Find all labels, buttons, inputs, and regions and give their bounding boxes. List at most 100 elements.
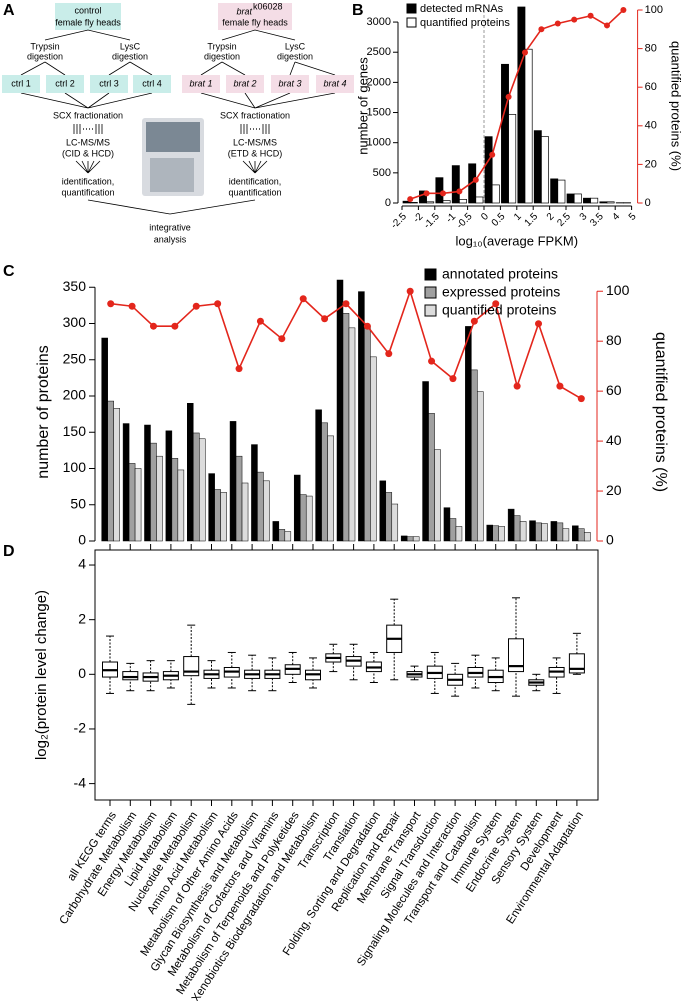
histogram-bar [409, 202, 418, 204]
instrument-top [146, 122, 200, 152]
histogram-bar [573, 193, 582, 204]
instrument-front [150, 158, 194, 192]
bar [199, 438, 206, 542]
bar [477, 391, 484, 542]
box [568, 653, 585, 674]
bar [391, 503, 399, 542]
connector-lines [20, 29, 336, 215]
bar [348, 327, 356, 542]
bar [486, 524, 493, 542]
y-tick-label: -2 [74, 720, 87, 736]
y2-tick-label: 40 [606, 432, 622, 448]
histogram-bar [426, 201, 435, 204]
legend-label: quantified proteins [442, 302, 556, 318]
sample-box [271, 75, 309, 93]
sample-label: brat 3 [278, 78, 301, 88]
bar [156, 455, 163, 542]
y2-tick-label: 80 [645, 43, 657, 55]
percent-point [556, 382, 564, 390]
y-tick-label: 250 [63, 350, 87, 366]
legend-swatch [424, 286, 437, 299]
bar [305, 495, 313, 542]
workflow-step: quantification [228, 187, 281, 197]
x-tick-label: -2.5 [389, 211, 409, 231]
x-tick-label: -0.5 [455, 211, 475, 231]
histogram-bar [590, 197, 599, 204]
y2-axis-label: quantified proteins (%) [669, 41, 684, 171]
sample-label: ctrl 3 [99, 78, 119, 88]
histogram-bar [583, 197, 591, 204]
y-tick-label: 300 [63, 314, 87, 330]
x-tick-label: -1.5 [422, 211, 442, 231]
percent-point [489, 151, 496, 158]
workflow-step: analysis [154, 234, 187, 244]
bar [578, 528, 585, 542]
percent-point [620, 7, 627, 13]
digestion-label: digestion [112, 51, 148, 61]
histogram-bar [508, 113, 517, 204]
sample-box [182, 75, 220, 93]
control-box [55, 3, 121, 30]
sample-box [133, 75, 171, 93]
bar [379, 480, 387, 542]
workflow-step: SCX fractionation [220, 110, 290, 120]
bar [513, 515, 521, 542]
sample-box [226, 75, 264, 93]
y-axis-label: number of genes [355, 57, 370, 155]
y-tick-label: 1500 [367, 106, 391, 118]
percent-line [409, 9, 624, 200]
y2-tick-label: 20 [606, 482, 622, 498]
percent-point [492, 300, 500, 308]
legend-swatch [424, 268, 437, 281]
percent-point [321, 315, 329, 323]
bar [208, 473, 215, 542]
legend-label: detected mRNAs [420, 3, 504, 15]
y-tick-label: 3000 [367, 16, 391, 28]
y-tick-label: 1000 [367, 137, 391, 149]
bar [251, 444, 258, 542]
bar [562, 528, 570, 542]
sample-label: brat 1 [189, 78, 212, 88]
panel-labels: A B C D [3, 2, 364, 560]
digestion-label: Trypsin [30, 41, 59, 51]
x-tick-label: 2.5 [555, 211, 573, 229]
histogram-bar [451, 165, 460, 204]
sample-label: brat 2 [233, 78, 256, 88]
bar [257, 471, 264, 542]
bar [229, 421, 237, 542]
workflow-step: identification, [62, 176, 115, 186]
bar [422, 381, 429, 542]
y-tick-label: 0 [385, 197, 391, 209]
y-axis-label: log₂(protein level change) [33, 590, 50, 760]
bar [519, 521, 527, 542]
histogram-bar [557, 179, 566, 204]
bar [165, 430, 173, 542]
percent-point [342, 300, 350, 308]
percent-point [449, 375, 457, 383]
instrument [142, 118, 204, 196]
histogram-bar [606, 201, 615, 204]
ctrl-boxes [2, 75, 171, 93]
bar [321, 422, 328, 542]
bar [465, 326, 472, 542]
bar [150, 442, 157, 542]
x-axis-label: log₁₀(average FPKM) [456, 233, 579, 248]
bar [214, 489, 221, 542]
percent-point [428, 357, 436, 365]
y-tick-label: 4 [78, 556, 86, 572]
mutant-box [218, 3, 292, 30]
histogram-bar [599, 201, 608, 204]
percent-point [587, 12, 594, 19]
histogram-bar [550, 178, 559, 204]
percent-point [235, 365, 243, 373]
sample-label: brat 4 [323, 78, 346, 88]
workflow-step: (CID & HCD) [62, 148, 114, 158]
digestion-label: digestion [277, 51, 313, 61]
workflow-step: identification, [229, 176, 282, 186]
digestion-label: digestion [27, 51, 63, 61]
percent-point [363, 322, 371, 330]
percent-point [554, 20, 561, 27]
percent-point [440, 190, 446, 197]
percent-point [423, 190, 430, 197]
